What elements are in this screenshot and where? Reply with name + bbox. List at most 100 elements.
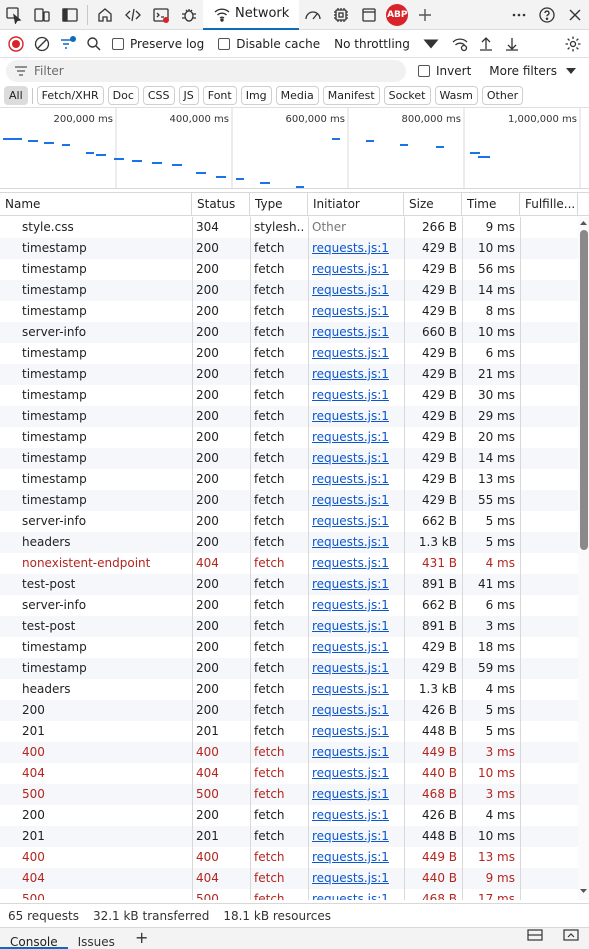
network-conditions-icon[interactable] (448, 32, 472, 56)
overview-chart[interactable]: 200,000 ms 400,000 ms 600,000 ms 800,000 ms… (0, 108, 589, 189)
table-row[interactable]: 200 200 fetch requests.js:1 426 B 4 ms (0, 805, 578, 826)
request-initiator[interactable]: requests.js:1 (312, 304, 389, 318)
table-row[interactable]: server-info 200 fetch requests.js:1 662 B 5 m… (0, 511, 578, 532)
scrollbar-thumb[interactable] (580, 230, 588, 550)
filter-chip-other[interactable]: Other (481, 86, 524, 105)
table-row[interactable]: 404 404 fetch requests.js:1 440 B 9 ms (0, 868, 578, 889)
table-row[interactable]: timestamp 200 fetch requests.js:1 429 B 13 ms (0, 469, 578, 490)
column-header-type[interactable]: Type (250, 193, 308, 215)
request-initiator[interactable]: requests.js:1 (312, 745, 389, 759)
column-header-status[interactable]: Status (192, 193, 250, 215)
filter-chip-doc[interactable]: Doc (107, 86, 139, 105)
settings-gear-icon[interactable] (561, 32, 585, 56)
filter-toggle-icon[interactable] (56, 32, 80, 56)
table-row[interactable]: timestamp 200 fetch requests.js:1 429 B 8 ms (0, 301, 578, 322)
table-row[interactable]: 404 404 fetch requests.js:1 440 B 10 ms (0, 763, 578, 784)
filter-chip-manifest[interactable]: Manifest (322, 86, 380, 105)
request-initiator[interactable]: requests.js:1 (312, 640, 389, 654)
close-icon[interactable] (561, 1, 589, 29)
table-row[interactable]: 200 200 fetch requests.js:1 426 B 5 ms (0, 700, 578, 721)
request-initiator[interactable]: requests.js:1 (312, 325, 389, 339)
expand-drawer-icon[interactable] (553, 929, 589, 949)
request-initiator[interactable]: requests.js:1 (312, 850, 389, 864)
table-row[interactable]: test-post 200 fetch requests.js:1 891 B 41 ms (0, 574, 578, 595)
welcome-icon[interactable] (91, 1, 119, 29)
table-row[interactable]: timestamp 200 fetch requests.js:1 429 B 30 ms (0, 385, 578, 406)
tab-console[interactable]: Console (0, 929, 68, 949)
performance-icon[interactable] (299, 1, 327, 29)
export-har-icon[interactable] (500, 32, 524, 56)
more-filters-dropdown[interactable]: More filters (489, 64, 577, 78)
tab-issues[interactable]: Issues (77, 935, 115, 949)
request-initiator[interactable]: requests.js:1 (312, 829, 389, 843)
column-header-name[interactable]: Name (0, 193, 192, 215)
table-row[interactable]: 201 201 fetch requests.js:1 448 B 5 ms (0, 721, 578, 742)
table-row[interactable]: headers 200 fetch requests.js:1 1.3 kB 4 ms (0, 679, 578, 700)
request-initiator[interactable]: requests.js:1 (312, 535, 389, 549)
request-initiator[interactable]: requests.js:1 (312, 661, 389, 675)
table-row[interactable]: 400 400 fetch requests.js:1 449 B 13 ms (0, 847, 578, 868)
request-initiator[interactable]: requests.js:1 (312, 787, 389, 801)
table-row[interactable]: timestamp 200 fetch requests.js:1 429 B 14 ms (0, 280, 578, 301)
request-initiator[interactable]: requests.js:1 (312, 766, 389, 780)
filter-chip-js[interactable]: JS (178, 86, 199, 105)
request-initiator[interactable]: requests.js:1 (312, 577, 389, 591)
table-row[interactable]: timestamp 200 fetch requests.js:1 429 B 21 ms (0, 364, 578, 385)
sources-icon[interactable] (175, 1, 203, 29)
table-row[interactable]: 500 500 fetch requests.js:1 468 B 17 ms (0, 889, 578, 900)
request-initiator[interactable]: requests.js:1 (312, 892, 389, 900)
request-initiator[interactable]: requests.js:1 (312, 514, 389, 528)
table-row[interactable]: timestamp 200 fetch requests.js:1 429 B 29 ms (0, 406, 578, 427)
column-header-initiator[interactable]: Initiator (308, 193, 404, 215)
table-row[interactable]: 201 201 fetch requests.js:1 448 B 10 ms (0, 826, 578, 847)
table-row[interactable]: test-post 200 fetch requests.js:1 891 B 3 ms (0, 616, 578, 637)
invert-checkbox[interactable]: Invert (418, 64, 471, 78)
request-initiator[interactable]: requests.js:1 (312, 283, 389, 297)
filter-chip-img[interactable]: Img (240, 86, 272, 105)
dock-icon[interactable] (56, 1, 84, 29)
request-initiator[interactable]: requests.js:1 (312, 409, 389, 423)
clear-icon[interactable] (30, 32, 54, 56)
filter-chip-css[interactable]: CSS (142, 86, 175, 105)
device-emulation-icon[interactable] (28, 1, 56, 29)
inspect-icon[interactable] (0, 1, 28, 29)
table-row[interactable]: timestamp 200 fetch requests.js:1 429 B 20 ms (0, 427, 578, 448)
overflow-icon[interactable] (505, 1, 533, 29)
record-icon[interactable] (4, 32, 28, 56)
request-initiator[interactable]: requests.js:1 (312, 682, 389, 696)
elements-icon[interactable] (119, 1, 147, 29)
column-header-time[interactable]: Time (462, 193, 520, 215)
request-initiator[interactable]: requests.js:1 (312, 367, 389, 381)
request-initiator[interactable]: requests.js:1 (312, 493, 389, 507)
request-initiator[interactable]: requests.js:1 (312, 451, 389, 465)
request-initiator[interactable]: requests.js:1 (312, 619, 389, 633)
throttling-select[interactable]: No throttling (334, 35, 440, 53)
table-row[interactable]: 500 500 fetch requests.js:1 468 B 3 ms (0, 784, 578, 805)
table-row[interactable]: timestamp 200 fetch requests.js:1 429 B 6 ms (0, 343, 578, 364)
application-icon[interactable] (355, 1, 383, 29)
request-initiator[interactable]: requests.js:1 (312, 703, 389, 717)
filter-chip-wasm[interactable]: Wasm (434, 86, 478, 105)
request-initiator[interactable]: requests.js:1 (312, 598, 389, 612)
tab-network[interactable]: Network (203, 0, 300, 30)
filter-chip-media[interactable]: Media (275, 86, 319, 105)
add-tab-icon[interactable]: + (134, 929, 149, 947)
request-initiator[interactable]: requests.js:1 (312, 472, 389, 486)
filter-chip-socket[interactable]: Socket (383, 86, 431, 105)
request-initiator[interactable]: requests.js:1 (312, 430, 389, 444)
memory-icon[interactable] (327, 1, 355, 29)
table-row[interactable]: timestamp 200 fetch requests.js:1 429 B 56 ms (0, 259, 578, 280)
filter-chip-all[interactable]: All (4, 86, 28, 105)
invert-box[interactable] (418, 65, 430, 77)
table-row[interactable]: nonexistent-endpoint 404 fetch requests.js:… (0, 553, 578, 574)
search-icon[interactable] (82, 32, 106, 56)
table-row[interactable]: server-info 200 fetch requests.js:1 662 B 6 m… (0, 595, 578, 616)
table-row[interactable]: timestamp 200 fetch requests.js:1 429 B 14 ms (0, 448, 578, 469)
table-row[interactable]: headers 200 fetch requests.js:1 1.3 kB 5 ms (0, 532, 578, 553)
request-initiator[interactable]: requests.js:1 (312, 724, 389, 738)
request-initiator[interactable]: requests.js:1 (312, 556, 389, 570)
adblock-icon[interactable]: ABP (383, 1, 411, 29)
table-row[interactable]: 400 400 fetch requests.js:1 449 B 3 ms (0, 742, 578, 763)
column-header-size[interactable]: Size (404, 193, 462, 215)
table-row[interactable]: timestamp 200 fetch requests.js:1 429 B 59 ms (0, 658, 578, 679)
